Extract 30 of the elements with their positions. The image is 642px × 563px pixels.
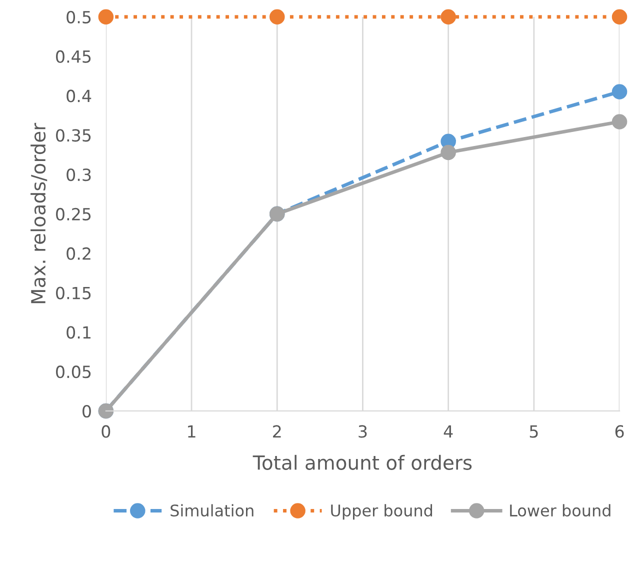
point (440, 144, 456, 160)
point (269, 9, 285, 25)
x-tick-label: 4 (444, 425, 453, 438)
x-tick-label: 3 (358, 425, 367, 438)
point (440, 9, 456, 25)
legend-label: Lower bound (510, 504, 610, 517)
y-tick-label: 0.35 (56, 129, 91, 142)
y-tick-label: 0.15 (56, 286, 91, 300)
x-tick-label: 0 (102, 425, 110, 438)
legend-label: Simulation (170, 504, 254, 517)
y-tick-label: 0.1 (66, 326, 91, 339)
y-tick-label: 0.5 (66, 10, 91, 24)
y-tick-label: 0.05 (56, 366, 91, 378)
x-tick-label: 2 (273, 425, 281, 438)
x-tick-label: 6 (615, 425, 624, 438)
y-tick-label: 0 (82, 404, 91, 418)
legend-label: Upper bound (331, 504, 432, 520)
x-tick-label: 1 (188, 425, 196, 438)
point (612, 84, 628, 100)
x-tick-label: 5 (530, 425, 538, 438)
y-tick-label: 0.45 (56, 50, 91, 63)
point (612, 114, 628, 130)
point (612, 9, 628, 25)
point (98, 9, 114, 25)
y-tick-label: 0.25 (56, 208, 91, 221)
y-axis-title: Max. reloads/order (30, 122, 48, 304)
y-tick-label: 0.3 (66, 168, 91, 182)
y-tick-label: 0.4 (66, 90, 92, 102)
x-axis-title: Total amount of orders (252, 454, 472, 470)
y-tick-label: 0.2 (66, 247, 90, 260)
